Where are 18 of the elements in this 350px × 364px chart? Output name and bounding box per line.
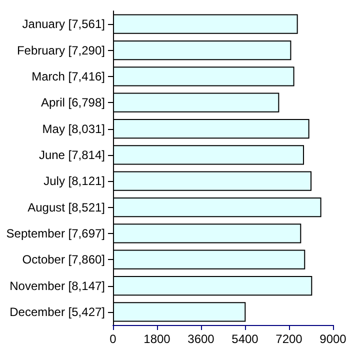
x-tick-label: 9000 (320, 332, 347, 346)
y-tick-label: February [7,290] (16, 43, 105, 58)
y-tick-label: July [8,121] (44, 174, 105, 188)
x-tick-label: 7200 (276, 332, 303, 346)
x-tick-label: 3600 (188, 332, 215, 346)
y-tick-label: April [6,798] (40, 96, 105, 110)
x-tick-label: 1800 (144, 332, 171, 346)
y-tick-label: December [5,427] (10, 304, 105, 319)
y-tick-label: November [8,147] (10, 278, 105, 293)
y-tick-label: June [7,814] (38, 148, 105, 162)
y-tick-label: September [7,697] (6, 226, 105, 240)
x-tick-label: 0 (110, 332, 117, 346)
y-tick-label: August [8,521] (28, 200, 105, 214)
y-tick-label: March [7,416] (32, 69, 105, 84)
y-tick-label: January [7,561] (22, 17, 105, 32)
y-tick-label: May [8,031] (42, 122, 105, 136)
x-tick-label: 5400 (232, 332, 259, 346)
y-tick-label: October [7,860] (22, 252, 105, 267)
